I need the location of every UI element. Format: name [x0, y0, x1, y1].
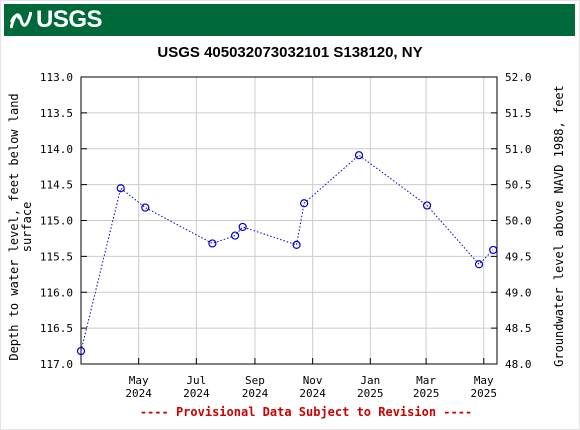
right-tick-label: 51.0: [505, 143, 532, 156]
left-tick-label: 114.0: [40, 143, 73, 156]
left-tick-label: 116.5: [40, 322, 73, 335]
left-tick-label: 117.0: [40, 358, 73, 371]
left-axis-label-line2: surface: [20, 202, 34, 253]
right-tick-label: 51.5: [505, 107, 532, 120]
left-tick-label: 115.0: [40, 215, 73, 228]
data-point: [116, 184, 125, 193]
data-point: [354, 151, 364, 160]
left-tick-label: 113.5: [40, 107, 73, 120]
data-point: [208, 239, 217, 248]
provisional-notice: ---- Provisional Data Subject to Revisio…: [140, 405, 472, 419]
right-tick-label: 49.0: [505, 286, 532, 299]
chart-title: USGS 405032073032101 S138120, NY: [157, 44, 423, 61]
x-tick-year: 2024: [183, 387, 210, 400]
data-point: [292, 240, 301, 249]
x-tick-month: May: [129, 374, 149, 387]
x-tick-year: 2024: [125, 387, 152, 400]
data-point: [76, 346, 86, 356]
usgs-wave-icon: [10, 11, 32, 29]
usgs-banner: USGS: [4, 4, 575, 36]
data-point: [474, 260, 484, 269]
right-axis-label: Groundwater level above NAVD 1988, feet: [552, 85, 566, 367]
x-tick-month: Jan: [360, 374, 380, 387]
left-tick-label: 115.5: [40, 250, 73, 263]
left-tick-label: 114.5: [40, 179, 73, 192]
series-depth: [76, 151, 498, 356]
right-axis-ticks: 52.0 51.5 51.0 50.5 50.0 49.5 49.0 48.5 48.0: [491, 71, 532, 371]
x-tick-year: 2025: [357, 387, 384, 400]
right-tick-label: 48.0: [505, 358, 532, 371]
usgs-logo-text: USGS: [36, 6, 103, 33]
right-tick-label: 48.5: [505, 322, 532, 335]
x-tick-year: 2024: [242, 387, 269, 400]
right-tick-label: 49.5: [505, 250, 532, 263]
left-axis-ticks: 113.0 113.5 114.0 114.5 115.0 115.5 116.0 116.5…: [40, 71, 87, 371]
left-axis-label-line1: Depth to water level, feet below land: [7, 93, 21, 360]
right-tick-label: 52.0: [505, 71, 532, 84]
x-axis-ticks: May2024Jul2024Sep2024Nov2024Jan2025Mar20…: [125, 358, 497, 400]
x-tick-month: Jul: [186, 374, 206, 387]
x-tick-year: 2025: [471, 387, 498, 400]
series-line: [80, 154, 494, 352]
right-tick-label: 50.5: [505, 179, 532, 192]
x-tick-month: Mar: [416, 374, 436, 387]
x-tick-month: Nov: [303, 374, 323, 387]
data-point: [238, 222, 247, 232]
data-point: [300, 199, 309, 208]
left-tick-label: 113.0: [40, 71, 73, 84]
data-point: [231, 231, 240, 240]
data-point: [489, 245, 498, 255]
usgs-logo[interactable]: USGS: [10, 6, 103, 34]
grid-lines: [81, 77, 497, 364]
x-tick-year: 2024: [299, 387, 326, 400]
left-tick-label: 116.0: [40, 286, 73, 299]
data-point: [422, 201, 432, 210]
right-tick-label: 50.0: [505, 215, 532, 228]
x-tick-month: Sep: [245, 374, 265, 387]
x-tick-year: 2025: [413, 387, 440, 400]
data-point: [141, 203, 150, 212]
x-tick-month: May: [474, 374, 494, 387]
